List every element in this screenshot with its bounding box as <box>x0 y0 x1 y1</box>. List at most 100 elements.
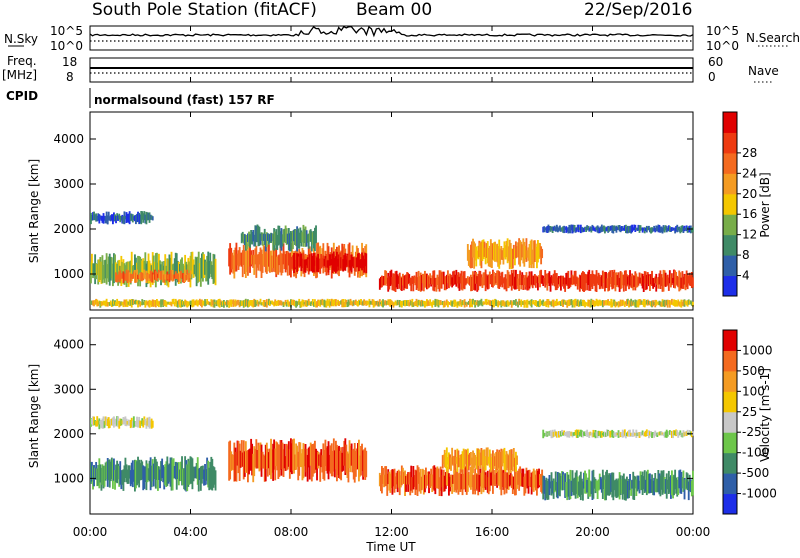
heat-cell <box>617 272 620 288</box>
heat-cell <box>394 300 397 305</box>
heat-cell <box>117 300 120 305</box>
heat-cell <box>500 300 503 308</box>
heat-cell <box>674 299 677 307</box>
heat-cell <box>199 257 202 287</box>
heat-cell <box>142 258 145 274</box>
heat-cell <box>147 300 150 307</box>
heat-cell <box>544 479 547 501</box>
heat-cell <box>284 254 287 273</box>
heat-cell <box>501 250 504 260</box>
heat-cell <box>143 211 146 221</box>
heat-cell <box>529 272 532 287</box>
heat-cell <box>360 446 362 476</box>
heat-cell <box>685 301 688 306</box>
beam-label: Beam 00 <box>356 0 432 20</box>
heat-cell <box>517 242 519 258</box>
heat-cell <box>303 448 306 467</box>
heat-cell <box>191 299 194 308</box>
heat-cell <box>257 442 260 469</box>
heat-cell <box>437 276 440 290</box>
heat-cell <box>609 430 612 438</box>
heat-cell <box>675 226 678 232</box>
heat-cell <box>433 270 436 292</box>
heat-cell <box>383 276 385 286</box>
heat-cell <box>305 300 308 307</box>
heat-cell <box>665 299 668 305</box>
heat-cell <box>649 275 651 291</box>
heat-cell <box>510 248 513 269</box>
colorbar-swatch <box>723 330 737 351</box>
heat-cell <box>648 225 650 230</box>
heat-cell <box>444 276 447 291</box>
heat-cell <box>652 277 655 289</box>
heat-cell <box>547 478 550 500</box>
heat-cell <box>545 227 548 233</box>
heat-cell <box>121 470 124 485</box>
heat-cell <box>292 439 294 471</box>
heat-cell <box>618 472 621 500</box>
heat-cell <box>164 300 167 307</box>
heat-cell <box>186 464 189 492</box>
heat-cell <box>262 233 265 241</box>
heat-cell <box>486 470 489 493</box>
heat-cell <box>342 246 345 268</box>
heat-cell <box>681 271 684 289</box>
heat-cell <box>208 260 211 279</box>
heat-cell <box>441 475 444 488</box>
heat-cell <box>518 468 521 491</box>
heat-cell <box>692 227 694 232</box>
heat-cell <box>619 226 622 233</box>
heat-cell <box>692 301 694 307</box>
heat-cell <box>185 460 188 492</box>
heat-cell <box>589 274 592 291</box>
heat-cell <box>266 253 269 272</box>
colorbar-swatch <box>723 234 737 256</box>
heat-cell <box>337 447 339 476</box>
heat-cell <box>328 454 331 472</box>
heat-cell <box>281 253 284 273</box>
heat-cell <box>285 443 288 471</box>
heat-cell <box>610 473 613 492</box>
heat-cell <box>543 302 546 306</box>
heat-cell <box>424 474 426 493</box>
heat-cell <box>311 444 314 477</box>
heat-cell <box>521 244 524 258</box>
heat-cell <box>554 431 557 436</box>
heat-cell <box>672 302 674 306</box>
heat-cell <box>243 234 246 246</box>
heat-cell <box>210 261 213 277</box>
heat-cell <box>335 440 337 470</box>
freq-traces <box>90 67 693 74</box>
heat-cell <box>439 300 442 306</box>
heat-cell <box>590 298 593 308</box>
heat-cell <box>685 431 688 436</box>
heat-cell <box>263 246 266 267</box>
heat-cell <box>387 272 390 292</box>
heat-cell <box>290 252 292 278</box>
heat-cell <box>121 214 124 224</box>
heat-cell <box>257 301 260 307</box>
xaxis-label: Time UT <box>365 540 416 554</box>
heat-cell <box>442 454 445 464</box>
heat-cell <box>99 257 102 280</box>
heat-cell <box>123 417 126 425</box>
heat-cell <box>313 231 315 249</box>
heat-cell <box>161 274 164 280</box>
heat-cell <box>618 301 621 307</box>
heat-cell <box>599 431 602 438</box>
heat-cell <box>323 258 326 266</box>
colorbar-swatch <box>723 173 737 195</box>
heat-cell <box>207 460 210 488</box>
heat-cell <box>494 474 496 486</box>
heat-cell <box>114 418 116 425</box>
heat-cell <box>351 245 354 267</box>
heat-cell <box>470 301 472 307</box>
heat-cell <box>559 431 561 436</box>
heat-cell <box>667 277 670 291</box>
heat-cell <box>130 417 133 427</box>
heat-cell <box>680 225 683 233</box>
heat-cell <box>130 213 133 221</box>
y-tick-label: 2000 <box>53 222 84 236</box>
heat-cell <box>308 230 311 242</box>
heat-cell <box>658 273 661 285</box>
